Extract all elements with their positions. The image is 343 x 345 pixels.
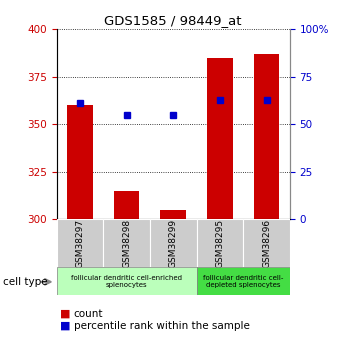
Bar	[243, 219, 290, 267]
Bar	[197, 267, 290, 295]
Text: GSM38299: GSM38299	[169, 219, 178, 268]
Bar	[57, 267, 197, 295]
Bar	[103, 219, 150, 267]
Bar	[114, 190, 139, 219]
Text: GSM38296: GSM38296	[262, 219, 271, 268]
Bar	[57, 219, 103, 267]
Text: cell type: cell type	[3, 277, 48, 287]
Text: GSM38295: GSM38295	[215, 219, 224, 268]
Text: follicular dendritic cell-enriched
splenocytes: follicular dendritic cell-enriched splen…	[71, 275, 182, 288]
Text: GSM38298: GSM38298	[122, 219, 131, 268]
Text: percentile rank within the sample: percentile rank within the sample	[74, 321, 250, 331]
Title: GDS1585 / 98449_at: GDS1585 / 98449_at	[105, 14, 242, 27]
Bar	[150, 219, 197, 267]
Text: ■: ■	[60, 321, 71, 331]
Bar	[197, 219, 243, 267]
Bar	[161, 209, 186, 219]
Text: count: count	[74, 309, 103, 319]
Text: follicular dendritic cell-
depleted splenocytes: follicular dendritic cell- depleted sple…	[203, 275, 283, 288]
Text: ■: ■	[60, 309, 71, 319]
Text: GSM38297: GSM38297	[75, 219, 84, 268]
Bar	[207, 58, 233, 219]
Bar	[67, 105, 93, 219]
Bar	[254, 54, 279, 219]
